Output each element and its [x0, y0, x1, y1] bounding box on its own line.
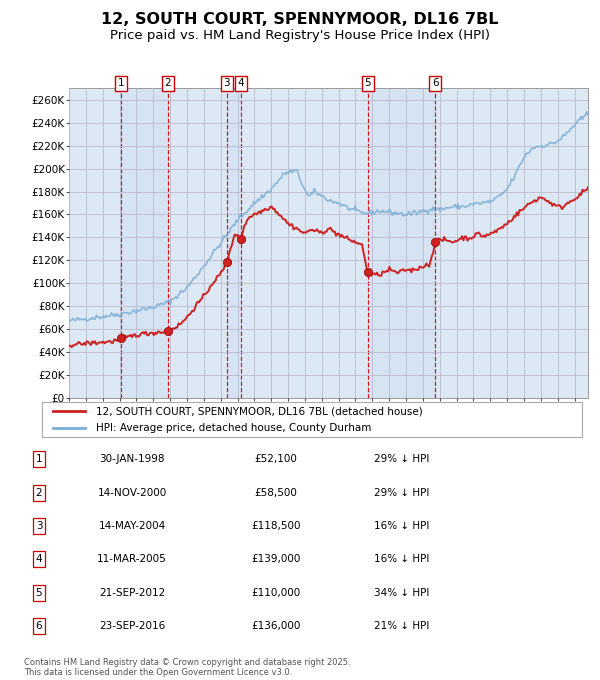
- Text: 21-SEP-2012: 21-SEP-2012: [99, 588, 165, 598]
- Text: 29% ↓ HPI: 29% ↓ HPI: [374, 488, 430, 498]
- Text: £52,100: £52,100: [254, 454, 298, 464]
- Text: 1: 1: [118, 78, 124, 88]
- Text: 14-MAY-2004: 14-MAY-2004: [98, 521, 166, 531]
- Text: 6: 6: [35, 621, 43, 631]
- Text: Contains HM Land Registry data © Crown copyright and database right 2025.
This d: Contains HM Land Registry data © Crown c…: [24, 658, 350, 677]
- Text: £136,000: £136,000: [251, 621, 301, 631]
- Text: Price paid vs. HM Land Registry's House Price Index (HPI): Price paid vs. HM Land Registry's House …: [110, 29, 490, 41]
- Text: 4: 4: [35, 554, 43, 564]
- Text: £58,500: £58,500: [254, 488, 298, 498]
- Text: 16% ↓ HPI: 16% ↓ HPI: [374, 521, 430, 531]
- Text: HPI: Average price, detached house, County Durham: HPI: Average price, detached house, Coun…: [96, 423, 371, 432]
- Text: 11-MAR-2005: 11-MAR-2005: [97, 554, 167, 564]
- Text: 2: 2: [35, 488, 43, 498]
- Text: £110,000: £110,000: [251, 588, 301, 598]
- Text: 5: 5: [35, 588, 43, 598]
- Text: 21% ↓ HPI: 21% ↓ HPI: [374, 621, 430, 631]
- Text: £139,000: £139,000: [251, 554, 301, 564]
- Bar: [368, 88, 435, 398]
- FancyBboxPatch shape: [42, 402, 582, 437]
- Bar: [121, 88, 168, 398]
- Bar: [227, 88, 241, 398]
- Text: 1: 1: [35, 454, 43, 464]
- Text: 3: 3: [224, 78, 230, 88]
- Text: 6: 6: [432, 78, 439, 88]
- Text: £118,500: £118,500: [251, 521, 301, 531]
- Text: 34% ↓ HPI: 34% ↓ HPI: [374, 588, 430, 598]
- Text: 16% ↓ HPI: 16% ↓ HPI: [374, 554, 430, 564]
- Text: 12, SOUTH COURT, SPENNYMOOR, DL16 7BL: 12, SOUTH COURT, SPENNYMOOR, DL16 7BL: [101, 12, 499, 27]
- Text: 29% ↓ HPI: 29% ↓ HPI: [374, 454, 430, 464]
- Text: 30-JAN-1998: 30-JAN-1998: [99, 454, 165, 464]
- Text: 3: 3: [35, 521, 43, 531]
- Text: 4: 4: [238, 78, 244, 88]
- Text: 12, SOUTH COURT, SPENNYMOOR, DL16 7BL (detached house): 12, SOUTH COURT, SPENNYMOOR, DL16 7BL (d…: [96, 407, 423, 416]
- Text: 2: 2: [164, 78, 171, 88]
- Text: 5: 5: [364, 78, 371, 88]
- Text: 14-NOV-2000: 14-NOV-2000: [97, 488, 167, 498]
- Text: 23-SEP-2016: 23-SEP-2016: [99, 621, 165, 631]
